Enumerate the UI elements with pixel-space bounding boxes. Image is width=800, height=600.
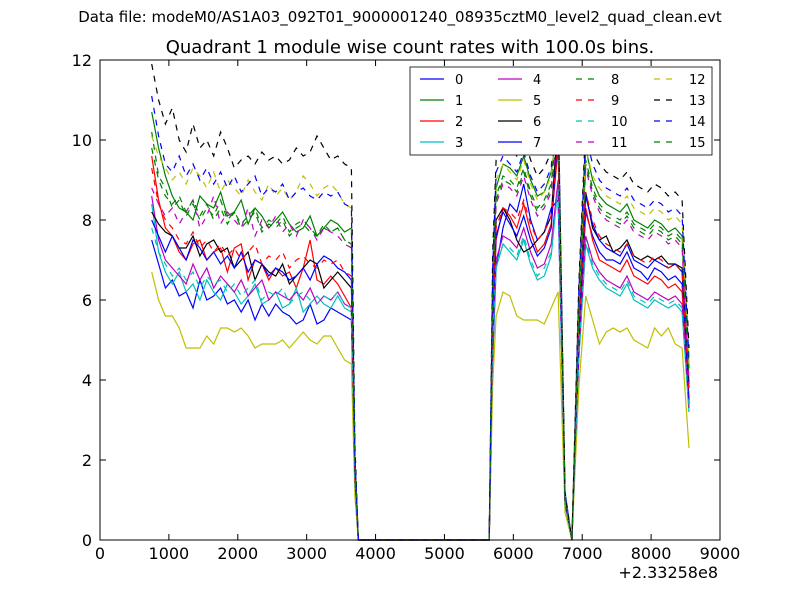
series-line-8: [151, 123, 690, 541]
legend-label-14: 14: [689, 115, 706, 130]
legend-label-13: 13: [689, 94, 706, 109]
legend-label-15: 15: [689, 136, 706, 151]
y-tick-label: 4: [82, 371, 92, 390]
x-tick-label: 0: [95, 544, 105, 563]
series-line-4: [151, 179, 690, 541]
legend-label-3: 3: [455, 136, 463, 151]
legend-label-5: 5: [533, 94, 541, 109]
legend-label-12: 12: [689, 73, 706, 88]
x-tick-label: 8000: [631, 544, 672, 563]
series-line-11: [151, 127, 690, 541]
series-line-15: [151, 115, 690, 541]
series-line-0: [151, 183, 690, 541]
legend-label-1: 1: [455, 94, 463, 109]
x-tick-label: 5000: [424, 544, 465, 563]
legend-label-7: 7: [533, 136, 541, 151]
y-tick-label: 10: [72, 131, 92, 150]
x-tick-label: 1000: [149, 544, 190, 563]
legend-label-10: 10: [611, 115, 628, 130]
x-tick-label: 4000: [355, 544, 396, 563]
data-file-supertitle: Data file: modeM0/AS1A03_092T01_90000012…: [78, 8, 722, 26]
legend-label-9: 9: [611, 94, 619, 109]
y-tick-label: 0: [82, 531, 92, 550]
legend-label-6: 6: [533, 115, 541, 130]
x-tick-label: 9000: [700, 544, 741, 563]
chart-title: Quadrant 1 module wise count rates with …: [166, 37, 655, 58]
legend-label-11: 11: [611, 136, 628, 151]
legend-box: [409, 66, 713, 156]
y-tick-label: 6: [82, 291, 92, 310]
series-line-12: [151, 111, 690, 541]
series-line-9: [151, 143, 690, 541]
series-line-1: [151, 111, 690, 541]
legend-label-2: 2: [455, 115, 463, 130]
legend-label-4: 4: [533, 73, 541, 88]
series-line-7: [151, 131, 690, 541]
x-tick-label: 2000: [217, 544, 258, 563]
series-line-5: [151, 271, 690, 541]
series-line-13: [151, 63, 690, 541]
x-tick-label: 6000: [493, 544, 534, 563]
series-line-2: [151, 147, 690, 541]
series-line-6: [151, 119, 690, 541]
y-tick-label: 12: [72, 51, 92, 70]
y-tick-label: 2: [82, 451, 92, 470]
series-line-3: [151, 183, 690, 541]
y-tick-label: 8: [82, 211, 92, 230]
x-axis: 0 1000 2000 3000 4000 5000 6000 7000 8000 9000: [95, 60, 740, 563]
x-tick-label: 7000: [562, 544, 603, 563]
series-line-14: [151, 91, 690, 541]
legend-label-8: 8: [611, 73, 619, 88]
legend-label-0: 0: [455, 73, 463, 88]
x-tick-label: 3000: [286, 544, 327, 563]
x-offset-label: +2.33258e8: [618, 563, 718, 582]
